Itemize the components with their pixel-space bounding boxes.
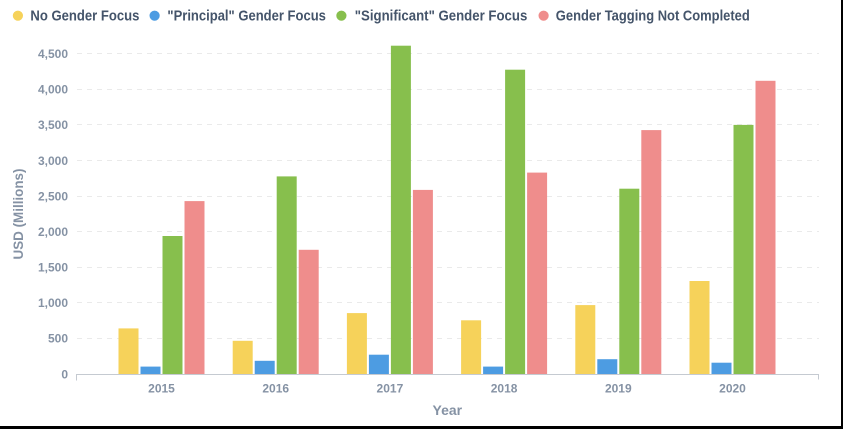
svg-text:Year: Year — [433, 402, 463, 418]
svg-text:1,500: 1,500 — [38, 261, 68, 275]
svg-text:"Principal" Gender Focus: "Principal" Gender Focus — [167, 7, 326, 24]
svg-text:3,000: 3,000 — [38, 154, 68, 168]
svg-text:1,000: 1,000 — [38, 296, 68, 310]
svg-text:500: 500 — [48, 332, 68, 346]
svg-text:USD (Millions): USD (Millions) — [11, 169, 26, 260]
svg-text:No Gender Focus: No Gender Focus — [30, 7, 139, 24]
svg-text:3,500: 3,500 — [38, 118, 68, 132]
svg-text:2016: 2016 — [262, 381, 289, 395]
svg-text:2018: 2018 — [491, 381, 518, 395]
svg-text:4,000: 4,000 — [38, 83, 68, 97]
svg-text:"Significant" Gender Focus: "Significant" Gender Focus — [355, 7, 528, 24]
svg-text:2015: 2015 — [148, 381, 175, 395]
svg-text:2017: 2017 — [377, 381, 404, 395]
svg-text:Gender Tagging Not Completed: Gender Tagging Not Completed — [556, 7, 750, 24]
svg-text:2,500: 2,500 — [38, 189, 68, 203]
svg-text:2020: 2020 — [719, 381, 746, 395]
svg-text:0: 0 — [61, 367, 68, 381]
svg-text:2019: 2019 — [605, 381, 632, 395]
svg-text:4,500: 4,500 — [38, 47, 68, 61]
svg-text:2,000: 2,000 — [38, 225, 68, 239]
